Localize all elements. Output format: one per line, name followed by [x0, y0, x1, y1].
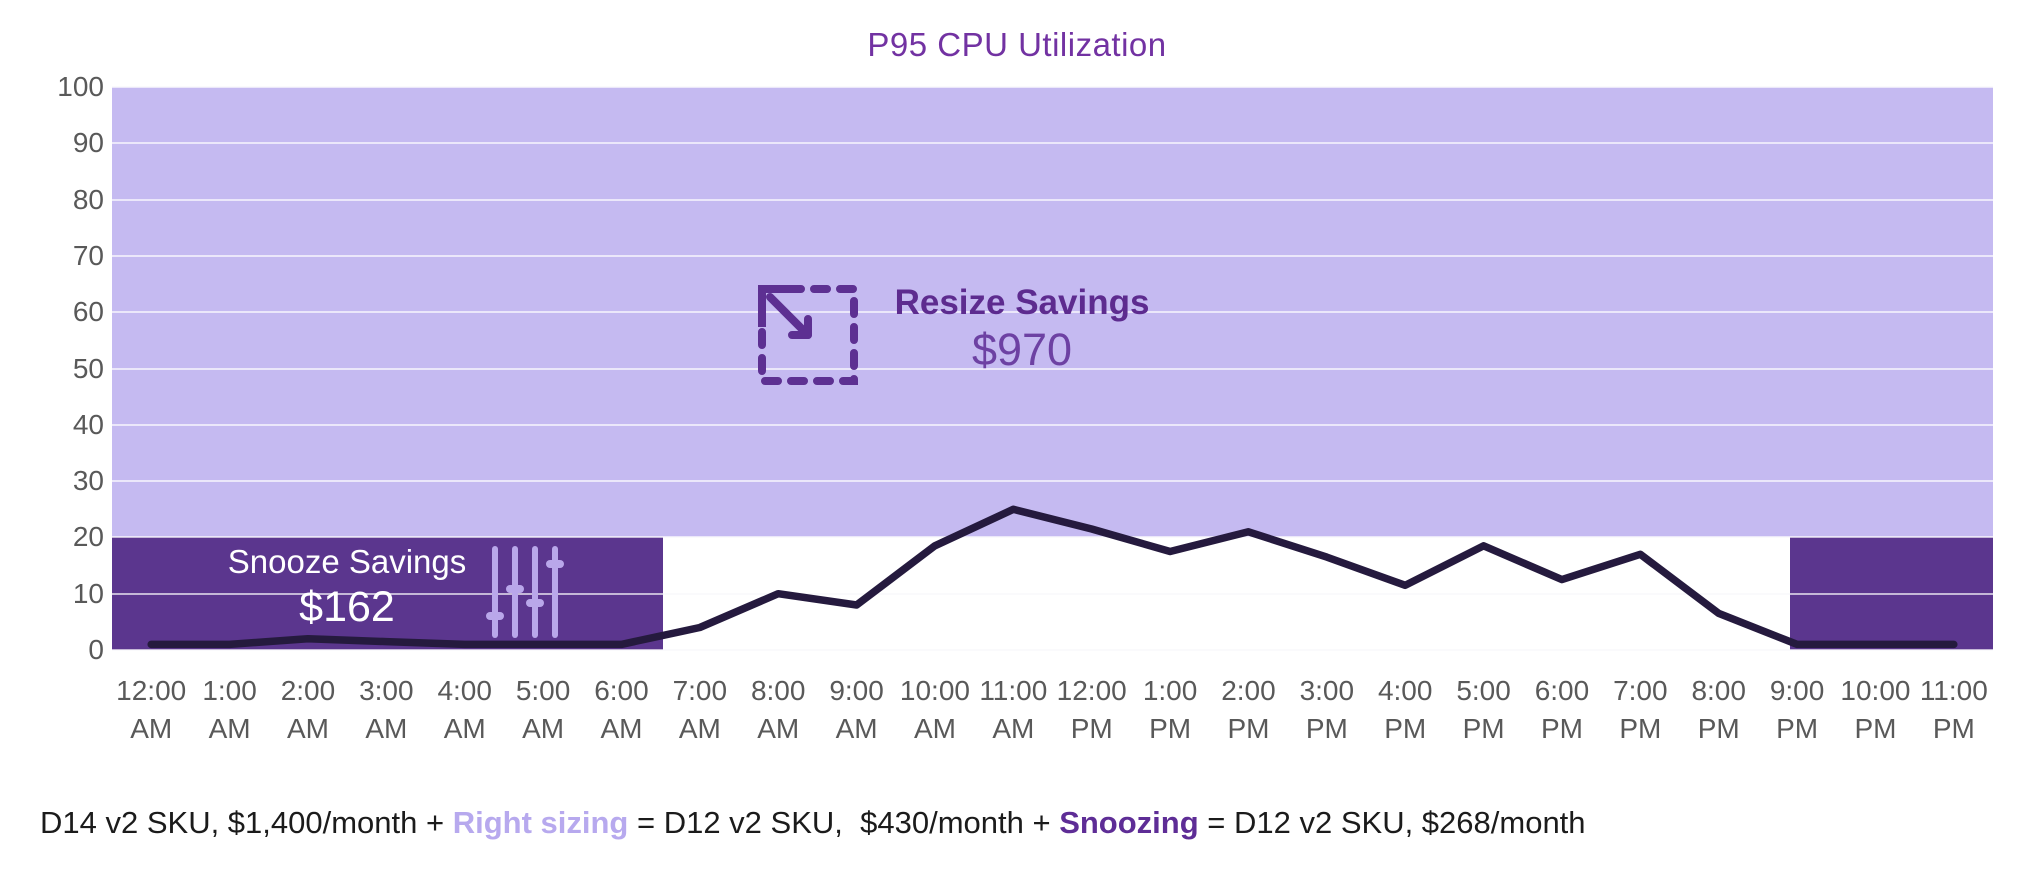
y-axis-label-40: 40 — [72, 408, 104, 440]
snoozing-term: Snoozing — [1059, 805, 1199, 840]
gridline-white-y50 — [112, 367, 1993, 370]
gridline-white-y20 — [112, 536, 1993, 539]
gridline-white-y10 — [112, 592, 1993, 595]
gridline-white-y60 — [112, 311, 1993, 314]
y-axis-label-90: 90 — [72, 127, 104, 159]
x-axis-label-11: 11:00 AM — [979, 675, 1048, 744]
gridline-white-y40 — [112, 423, 1993, 426]
sliders-icon — [484, 544, 568, 640]
x-axis-label-12: 12:00 PM — [1056, 675, 1127, 744]
gridline-white-y100 — [112, 86, 1993, 88]
x-axis-label-3: 3:00 AM — [359, 675, 414, 744]
y-axis-label-60: 60 — [72, 296, 104, 328]
x-axis-label-1: 1:00 AM — [202, 675, 257, 744]
sku-summary-text: D14 v2 SKU, $1,400/month + Right sizing … — [40, 802, 2000, 844]
sku-summary-part2: = D12 v2 SKU, $430/month + — [628, 805, 1060, 840]
y-axis-label-20: 20 — [72, 521, 104, 553]
cpu-utilization-line — [147, 505, 1958, 649]
cpu-line-polyline — [147, 505, 1958, 649]
y-axis-label-70: 70 — [72, 239, 104, 271]
y-axis-label-80: 80 — [72, 183, 104, 215]
resize-savings-annotation: Resize Savings $970 — [872, 282, 1172, 376]
y-axis-label-50: 50 — [72, 352, 104, 384]
x-axis-label-14: 2:00 PM — [1221, 675, 1276, 744]
x-axis-label-13: 1:00 PM — [1142, 675, 1198, 744]
resize-diagonal-icon — [750, 277, 862, 389]
y-axis-label-10: 10 — [72, 577, 104, 609]
snooze-savings-annotation: Snooze Savings $162 — [197, 542, 497, 632]
x-axis-label-16: 4:00 PM — [1377, 675, 1433, 744]
x-axis-label-21: 9:00 PM — [1769, 675, 1825, 744]
chart-plot-area: Snooze Savings $162 — [57, 71, 1993, 744]
snooze-savings-label: Snooze Savings — [227, 543, 467, 580]
x-axis-label-10: 10:00 AM — [899, 675, 970, 744]
gridline-white-y90 — [112, 142, 1993, 145]
x-axis-label-17: 5:00 PM — [1456, 675, 1511, 744]
x-axis-label-20: 8:00 PM — [1691, 675, 1746, 744]
gridline-white-y70 — [112, 254, 1993, 257]
x-axis-label-9: 9:00 AM — [829, 675, 884, 744]
gridline-white-y0 — [112, 649, 1993, 651]
x-axis-label-8: 8:00 AM — [750, 675, 806, 744]
chart-title: P95 CPU Utilization — [867, 26, 1167, 63]
y-axis-label-30: 30 — [72, 465, 104, 497]
x-axis-label-7: 7:00 AM — [672, 675, 728, 744]
resize-savings-amount: $970 — [971, 324, 1073, 375]
x-axis-label-4: 4:00 AM — [437, 675, 492, 744]
sku-summary-part3: = D12 v2 SKU, $268/month — [1198, 805, 1586, 840]
x-axis-label-18: 6:00 PM — [1534, 675, 1590, 744]
y-axis-label-100: 100 — [57, 71, 104, 102]
right-sizing-term: Right sizing — [452, 805, 629, 840]
x-axis-label-19: 7:00 PM — [1613, 675, 1668, 744]
gridline-white-y80 — [112, 198, 1993, 201]
x-axis-label-0: 12:00 AM — [116, 675, 187, 744]
x-axis-label-23: 11:00 PM — [1919, 675, 1988, 744]
y-axis-label-0: 0 — [88, 634, 104, 665]
x-axis-label-2: 2:00 AM — [280, 675, 336, 744]
gridline-white-y30 — [112, 480, 1993, 483]
resize-savings-label: Resize Savings — [894, 283, 1150, 322]
x-axis-label-6: 6:00 AM — [594, 675, 649, 744]
x-axis-label-15: 3:00 PM — [1299, 675, 1355, 744]
sku-summary-part1: D14 v2 SKU, $1,400/month + — [40, 805, 453, 840]
snooze-savings-amount: $162 — [299, 583, 395, 631]
x-axis-label-5: 5:00 AM — [515, 675, 571, 744]
x-axis-label-22: 10:00 PM — [1840, 675, 1911, 744]
